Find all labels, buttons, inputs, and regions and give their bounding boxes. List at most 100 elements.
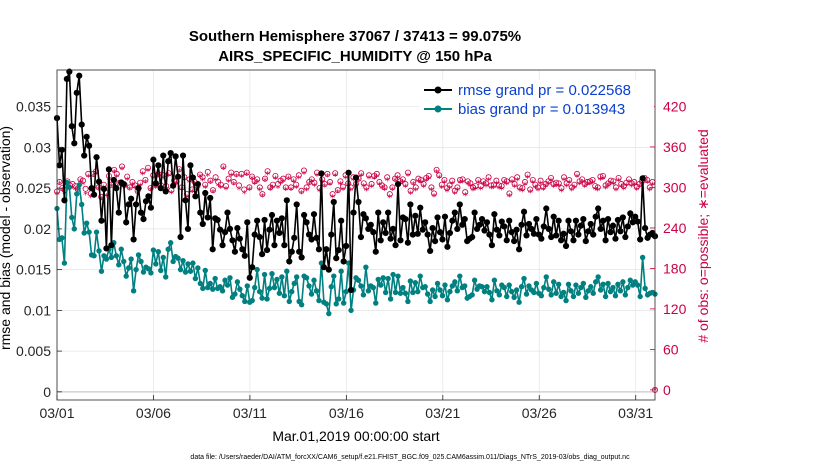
- rmse-point: [387, 235, 394, 242]
- bias-point: [429, 287, 436, 293]
- bias-point: [316, 297, 322, 304]
- rmse-point: [380, 219, 387, 226]
- rmse-point: [340, 258, 347, 265]
- obs-possible-marker: [358, 170, 365, 177]
- rmse-point: [431, 238, 439, 245]
- bias-point: [207, 280, 213, 287]
- obs-possible-marker: [80, 177, 87, 184]
- obs-possible-marker: [113, 170, 120, 177]
- obs-evaluated-marker: *: [60, 186, 65, 197]
- obs-possible-marker: [264, 168, 271, 175]
- obs-evaluated-marker: *: [161, 174, 166, 185]
- bias-point: [521, 275, 527, 282]
- obs-possible-marker: [506, 190, 513, 197]
- obs-evaluated-marker: *: [281, 177, 286, 188]
- bias-point: [170, 258, 176, 265]
- y-tick-label: 0.005: [16, 343, 51, 359]
- rmse-point: [172, 153, 179, 160]
- bias-point: [125, 265, 132, 271]
- obs-possible-marker: [615, 174, 622, 181]
- rmse-point: [375, 209, 382, 216]
- obs-evaluated-marker: *: [512, 183, 517, 194]
- rmse-point: [412, 212, 419, 219]
- obs-evaluated-marker: *: [247, 185, 252, 196]
- obs-possible-marker: [407, 187, 414, 194]
- obs-evaluated-marker: *: [112, 168, 117, 179]
- bias-point: [261, 271, 268, 278]
- rmse-point: [515, 246, 523, 253]
- bias-point: [232, 291, 238, 297]
- obs-evaluated-marker: *: [611, 180, 616, 191]
- series-lines: [53, 68, 659, 317]
- obs-evaluated-marker: *: [99, 195, 104, 206]
- rmse-point: [427, 247, 434, 254]
- rmse-point: [254, 217, 261, 224]
- obs-evaluated-marker: *: [624, 181, 629, 192]
- rmse-point: [199, 220, 206, 228]
- rmse-point: [350, 209, 357, 216]
- rmse-point: [523, 232, 530, 239]
- rmse-point: [377, 237, 384, 244]
- obs-evaluated-marker: *: [276, 183, 281, 194]
- bias-point: [289, 288, 295, 295]
- obs-evaluated-marker: *: [538, 179, 543, 190]
- bias-point: [523, 291, 530, 297]
- obs-possible-marker: [488, 182, 495, 189]
- bias-point: [121, 258, 127, 265]
- obs-evaluated-marker: *: [595, 186, 600, 197]
- rmse-point: [478, 216, 486, 223]
- obs-evaluated-marker: *: [406, 171, 411, 182]
- rmse-point: [570, 237, 577, 244]
- rmse-point: [68, 123, 75, 130]
- bias-point: [66, 184, 73, 191]
- rmse-point: [491, 211, 498, 218]
- x-tick-label: 03/31: [618, 405, 653, 421]
- obs-possible-marker: [389, 184, 396, 191]
- rmse-point: [498, 218, 505, 225]
- obs-evaluated-marker: *: [250, 175, 255, 186]
- rmse-point: [550, 213, 557, 220]
- obs-evaluated-marker: *: [494, 179, 499, 190]
- obs-possible-marker: [449, 177, 456, 184]
- bias-point: [83, 220, 90, 226]
- bias-point: [271, 284, 278, 291]
- obs-possible-marker: [477, 183, 484, 190]
- obs-evaluated-marker: *: [192, 180, 197, 191]
- rmse-point: [476, 221, 483, 228]
- obs-possible-marker: [607, 177, 614, 184]
- rmse-point: [152, 180, 159, 187]
- bias-point: [447, 288, 453, 295]
- obs-possible-marker: [537, 177, 544, 184]
- bias-point: [254, 266, 260, 273]
- y-tick-label: 0.015: [16, 262, 51, 278]
- obs-evaluated-marker: *: [312, 181, 317, 192]
- rmse-point: [276, 229, 283, 237]
- chart-title: Southern Hemisphere 37067 / 37413 = 99.0…: [189, 28, 521, 45]
- rmse-point: [471, 209, 478, 216]
- obs-evaluated-marker: *: [616, 177, 621, 188]
- obs-possible-marker: [584, 179, 591, 186]
- rmse-point: [580, 216, 587, 223]
- rmse-point: [419, 226, 426, 233]
- obs-evaluated-marker: *: [629, 182, 634, 193]
- obs-possible-marker: [579, 176, 586, 183]
- obs-evaluated-marker: *: [229, 171, 234, 182]
- bias-point: [313, 288, 320, 294]
- obs-evaluated-marker: *: [562, 176, 567, 187]
- obs-evaluated-marker: *: [390, 185, 395, 196]
- bias-point: [516, 299, 522, 305]
- bias-point: [622, 292, 629, 298]
- obs-evaluated-marker: *: [231, 180, 236, 191]
- obs-evaluated-marker: *: [104, 192, 109, 203]
- rmse-point: [261, 216, 268, 224]
- rmse-point: [266, 226, 273, 233]
- obs-possible-marker: [436, 172, 443, 179]
- rmse-point: [192, 193, 199, 200]
- obs-evaluated-marker: *: [237, 185, 242, 196]
- obs-evaluated-marker: *: [361, 182, 366, 193]
- rmse-point: [454, 225, 461, 232]
- obs-possible-marker: [272, 172, 279, 179]
- bias-point: [481, 288, 488, 295]
- y-axis-ticks: 0 0.005 0.01 0.015 0.02 0.025 0.03 0.035: [16, 99, 62, 400]
- obs-evaluated-marker: *: [419, 179, 424, 190]
